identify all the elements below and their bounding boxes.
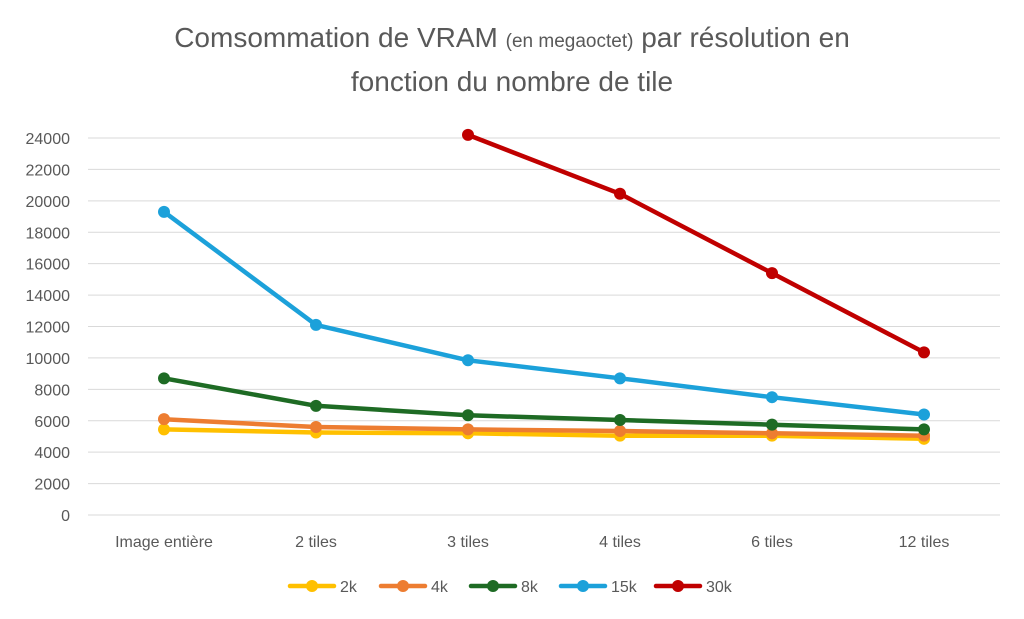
y-tick-label: 14000 bbox=[26, 288, 71, 305]
y-tick-label: 12000 bbox=[26, 320, 71, 337]
data-point-8k bbox=[614, 413, 626, 426]
chart-title: Comsommation de VRAM (en megaoctet) par … bbox=[0, 18, 1024, 102]
data-point-30k bbox=[462, 128, 474, 141]
data-point-8k bbox=[462, 409, 474, 422]
series-line-4k bbox=[161, 416, 927, 438]
chart-title-line1: Comsommation de VRAM (en megaoctet) par … bbox=[0, 18, 1024, 62]
data-point-4k bbox=[766, 427, 778, 440]
data-point-4k bbox=[462, 423, 474, 436]
chart-title-unit: (en megaoctet) bbox=[505, 31, 634, 52]
x-tick-label: 3 tiles bbox=[447, 534, 489, 551]
data-point-8k bbox=[918, 423, 930, 436]
data-point-4k bbox=[614, 424, 626, 437]
y-tick-label: 10000 bbox=[26, 351, 71, 368]
legend-label-15k: 15k bbox=[611, 579, 638, 596]
series-line-2k bbox=[161, 427, 927, 442]
y-tick-label: 22000 bbox=[26, 162, 71, 179]
data-point-4k bbox=[158, 413, 170, 426]
data-point-15k bbox=[462, 354, 474, 367]
data-point-2k bbox=[158, 423, 170, 436]
data-point-30k bbox=[918, 346, 930, 359]
data-point-30k bbox=[766, 267, 778, 280]
legend-marker-2k bbox=[306, 580, 318, 592]
y-tick-label: 16000 bbox=[26, 257, 71, 274]
chart-title-line2: fonction du nombre de tile bbox=[350, 66, 674, 97]
data-point-8k bbox=[158, 372, 170, 385]
data-point-15k bbox=[918, 408, 930, 421]
series-line-8k bbox=[161, 376, 927, 432]
y-tick-label: 24000 bbox=[26, 131, 71, 148]
series-line-15k bbox=[161, 209, 927, 417]
data-point-8k bbox=[766, 418, 778, 431]
y-tick-label: 0 bbox=[61, 508, 70, 525]
legend-label-2k: 2k bbox=[340, 579, 358, 596]
data-point-4k bbox=[310, 421, 322, 434]
y-tick-label: 18000 bbox=[26, 225, 71, 242]
chart-title-rest: par résolution en bbox=[641, 22, 850, 53]
legend-marker-4k bbox=[397, 580, 409, 592]
legend-label-8k: 8k bbox=[521, 579, 539, 596]
legend-label-4k: 4k bbox=[431, 579, 449, 596]
y-tick-label: 20000 bbox=[26, 194, 71, 211]
x-tick-label: 4 tiles bbox=[599, 534, 641, 551]
data-point-15k bbox=[310, 318, 322, 331]
y-tick-label: 4000 bbox=[34, 445, 70, 462]
legend-marker-30k bbox=[672, 580, 684, 592]
data-point-8k bbox=[310, 399, 322, 412]
legend-marker-15k bbox=[577, 580, 589, 592]
legend-label-30k: 30k bbox=[706, 579, 733, 596]
legend-marker-8k bbox=[487, 580, 499, 592]
data-point-15k bbox=[158, 205, 170, 218]
x-tick-label: 12 tiles bbox=[899, 534, 950, 551]
y-tick-label: 8000 bbox=[34, 382, 70, 399]
chart-title-main: Comsommation de VRAM bbox=[174, 22, 498, 53]
data-point-30k bbox=[614, 187, 626, 200]
y-tick-label: 2000 bbox=[34, 477, 70, 494]
data-point-15k bbox=[614, 372, 626, 385]
data-point-15k bbox=[766, 391, 778, 404]
series-line-30k bbox=[465, 132, 927, 355]
x-tick-label: 6 tiles bbox=[751, 534, 793, 551]
y-tick-label: 6000 bbox=[34, 414, 70, 431]
x-tick-label: Image entière bbox=[115, 534, 213, 551]
x-tick-label: 2 tiles bbox=[295, 534, 337, 551]
